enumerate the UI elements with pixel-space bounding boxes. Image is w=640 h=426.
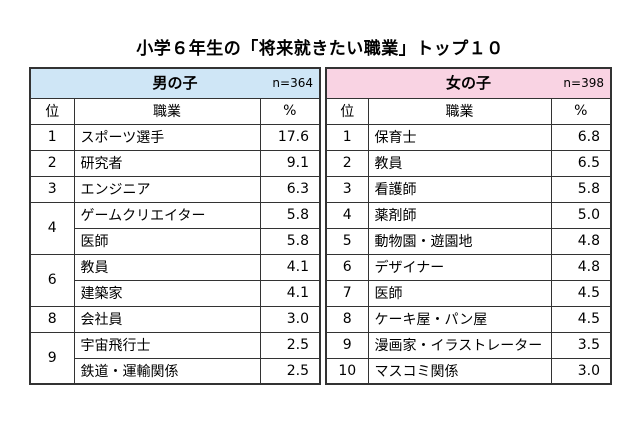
job-cell: エンジニア bbox=[73, 175, 261, 203]
pct-cell: 5.8 bbox=[259, 227, 321, 255]
rank-cell: 8 bbox=[29, 305, 75, 333]
job-cell: スポーツ選手 bbox=[73, 123, 261, 151]
table-row: 6 デザイナー 4.8 bbox=[325, 253, 612, 281]
job-cell: 保育士 bbox=[367, 123, 552, 151]
table-row: 4 薬剤師 5.0 bbox=[325, 201, 612, 229]
job-cell: 医師 bbox=[367, 279, 552, 307]
pct-cell: 6.3 bbox=[259, 175, 321, 203]
table-row: 5 動物園・遊園地 4.8 bbox=[325, 227, 612, 255]
table-row: 医師 5.8 bbox=[30, 227, 321, 255]
girls-table: 女の子 n=398 位 職業 % 1 保育士 6.8 2 教員 6.5 3 看護… bbox=[325, 67, 612, 385]
table-row: 2 研究者 9.1 bbox=[29, 149, 321, 177]
pct-cell: 3.0 bbox=[550, 357, 612, 385]
rank-cell: 6 bbox=[29, 253, 75, 307]
table-row: 9 漫画家・イラストレーター 3.5 bbox=[325, 331, 612, 359]
rank-cell: 10 bbox=[325, 357, 369, 385]
page-title: 小学６年生の「将来就きたい職業」トップ１０ bbox=[136, 39, 504, 59]
rank-column-header: 位 bbox=[29, 97, 75, 125]
rank-cell: 1 bbox=[29, 123, 75, 151]
boys-sample-size: n=364 bbox=[272, 76, 313, 91]
rank-cell: 5 bbox=[325, 227, 369, 255]
table-row: 鉄道・運輸関係 2.5 bbox=[30, 357, 321, 385]
pct-cell: 6.5 bbox=[550, 149, 612, 177]
boys-header: 男の子 n=364 bbox=[29, 67, 321, 99]
table-row: 7 医師 4.5 bbox=[325, 279, 612, 307]
table-row: 2 教員 6.5 bbox=[325, 149, 612, 177]
rank-cell: 2 bbox=[325, 149, 369, 177]
boys-label: 男の子 bbox=[152, 74, 198, 93]
job-cell: 動物園・遊園地 bbox=[367, 227, 552, 255]
rank-cell: 3 bbox=[29, 175, 75, 203]
table-row: 4 ゲームクリエイター 5.8 bbox=[29, 201, 321, 255]
pct-cell: 4.1 bbox=[259, 279, 321, 307]
tables-container: 男の子 n=364 位 職業 % 1 スポーツ選手 17.6 2 研究者 9.1… bbox=[29, 67, 612, 385]
table-row: 1 スポーツ選手 17.6 bbox=[29, 123, 321, 151]
pct-cell: 4.1 bbox=[259, 253, 321, 281]
pct-column-header: % bbox=[259, 97, 321, 125]
job-column-header: 職業 bbox=[367, 97, 552, 125]
table-row: 8 会社員 3.0 bbox=[29, 305, 321, 333]
girls-column-header-row: 位 職業 % bbox=[325, 97, 612, 125]
table-row: 1 保育士 6.8 bbox=[325, 123, 612, 151]
pct-cell: 4.8 bbox=[550, 253, 612, 281]
rank-cell: 9 bbox=[29, 331, 75, 385]
pct-cell: 2.5 bbox=[259, 357, 321, 385]
job-cell: 鉄道・運輸関係 bbox=[73, 357, 261, 385]
job-cell: デザイナー bbox=[367, 253, 552, 281]
pct-cell: 4.5 bbox=[550, 279, 612, 307]
job-cell: 漫画家・イラストレーター bbox=[367, 331, 552, 359]
pct-column-header: % bbox=[550, 97, 612, 125]
job-cell: 看護師 bbox=[367, 175, 552, 203]
table-row: 建築家 4.1 bbox=[30, 279, 321, 307]
rank-cell: 6 bbox=[325, 253, 369, 281]
rank-cell: 4 bbox=[325, 201, 369, 229]
pct-cell: 5.8 bbox=[550, 175, 612, 203]
rank-cell: 4 bbox=[29, 201, 75, 255]
pct-cell: 3.0 bbox=[259, 305, 321, 333]
pct-cell: 6.8 bbox=[550, 123, 612, 151]
table-row: 3 看護師 5.8 bbox=[325, 175, 612, 203]
job-column-header: 職業 bbox=[73, 97, 261, 125]
table-row: 9 宇宙飛行士 2.5 bbox=[29, 331, 321, 385]
pct-cell: 5.8 bbox=[259, 201, 321, 229]
girls-header-row: 女の子 n=398 bbox=[325, 67, 612, 99]
job-cell: 建築家 bbox=[73, 279, 261, 307]
pct-cell: 5.0 bbox=[550, 201, 612, 229]
job-cell: 医師 bbox=[73, 227, 261, 255]
pct-cell: 4.8 bbox=[550, 227, 612, 255]
rank-cell: 8 bbox=[325, 305, 369, 333]
boys-header-row: 男の子 n=364 bbox=[29, 67, 321, 99]
table-row: 10 マスコミ関係 3.0 bbox=[325, 357, 612, 385]
pct-cell: 4.5 bbox=[550, 305, 612, 333]
job-cell: 教員 bbox=[367, 149, 552, 177]
girls-label: 女の子 bbox=[445, 74, 491, 93]
job-cell: マスコミ関係 bbox=[367, 357, 552, 385]
rank-cell: 9 bbox=[325, 331, 369, 359]
job-cell: 宇宙飛行士 bbox=[73, 331, 261, 359]
boys-column-header-row: 位 職業 % bbox=[29, 97, 321, 125]
job-cell: 研究者 bbox=[73, 149, 261, 177]
job-cell: ケーキ屋・パン屋 bbox=[367, 305, 552, 333]
table-row: 3 エンジニア 6.3 bbox=[29, 175, 321, 203]
job-cell: 会社員 bbox=[73, 305, 261, 333]
girls-sample-size: n=398 bbox=[563, 76, 604, 91]
rank-cell: 7 bbox=[325, 279, 369, 307]
pct-cell: 17.6 bbox=[259, 123, 321, 151]
girls-header: 女の子 n=398 bbox=[325, 67, 612, 99]
rank-cell: 2 bbox=[29, 149, 75, 177]
job-cell: 薬剤師 bbox=[367, 201, 552, 229]
rank-column-header: 位 bbox=[325, 97, 369, 125]
table-row: 8 ケーキ屋・パン屋 4.5 bbox=[325, 305, 612, 333]
pct-cell: 9.1 bbox=[259, 149, 321, 177]
rank-cell: 3 bbox=[325, 175, 369, 203]
pct-cell: 3.5 bbox=[550, 331, 612, 359]
pct-cell: 2.5 bbox=[259, 331, 321, 359]
job-cell: ゲームクリエイター bbox=[73, 201, 261, 229]
table-row: 6 教員 4.1 bbox=[29, 253, 321, 307]
rank-cell: 1 bbox=[325, 123, 369, 151]
boys-table: 男の子 n=364 位 職業 % 1 スポーツ選手 17.6 2 研究者 9.1… bbox=[29, 67, 321, 385]
job-cell: 教員 bbox=[73, 253, 261, 281]
